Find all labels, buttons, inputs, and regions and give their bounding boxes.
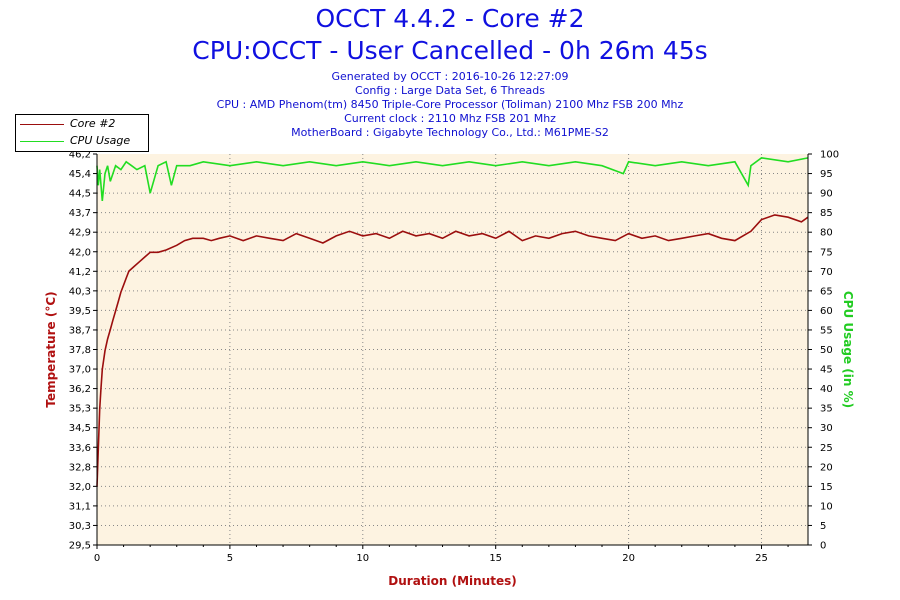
temperature-series: [96, 214, 809, 487]
y-right-tick-label: 25: [820, 443, 833, 454]
info-clock: Current clock : 2110 Mhz FSB 201 Mhz: [344, 112, 556, 125]
y-right-tick-label: 85: [820, 208, 833, 219]
x-tick-label: 15: [489, 553, 502, 564]
axes: [93, 153, 812, 549]
y-right-tick-label: 5: [820, 521, 826, 532]
y-right-tick-label: 65: [820, 286, 833, 297]
y-right-tick-label: 35: [820, 404, 833, 415]
y-left-tick-label: 32,8: [69, 462, 91, 473]
x-tick-label: 5: [227, 553, 233, 564]
y-left-tick-label: 35,3: [69, 404, 91, 415]
y-right-tick-label: 20: [820, 462, 833, 473]
y-right-tick-label: 60: [820, 306, 833, 317]
y-right-tick-label: 75: [820, 247, 833, 258]
y-left-tick-label: 46,2: [69, 150, 91, 161]
y-right-tick-label: 100: [820, 150, 839, 161]
y-left-tick-label: 37,0: [69, 365, 91, 376]
y-left-tick-label: 29,5: [69, 541, 91, 552]
y-left-tick-label: 43,7: [69, 208, 91, 219]
x-tick-label: 0: [94, 553, 100, 564]
x-axis-label: Duration (Minutes): [388, 574, 516, 588]
legend-label-core: Core #2: [70, 117, 116, 130]
y-left-tick-label: 36,2: [69, 384, 91, 395]
legend-item-cpu: CPU Usage: [16, 133, 148, 149]
y-right-tick-label: 70: [820, 267, 833, 278]
temperature-line: [96, 214, 809, 487]
y-left-tick-label: 40,3: [69, 286, 91, 297]
cpu-usage-series: [96, 157, 809, 201]
y-right-tick-label: 50: [820, 345, 833, 356]
info-generated: Generated by OCCT : 2016-10-26 12:27:09: [331, 70, 569, 83]
y-left-tick-label: 33,6: [69, 443, 91, 454]
tick-labels: 0 5 10 15 20 25 29,5 30,3 31,1 32,0 32,8 33,6 34,5 35…: [69, 150, 839, 565]
chart-title: OCCT 4.4.2 - Core #2: [315, 4, 585, 33]
x-tick-label: 20: [622, 553, 635, 564]
grid-lines: [97, 154, 808, 545]
legend: Core #2 CPU Usage: [15, 114, 149, 152]
y-left-tick-label: 32,0: [69, 482, 91, 493]
legend-item-core: Core #2: [16, 116, 148, 132]
y-right-tick-label: 0: [820, 541, 826, 552]
y-left-tick-label: 39,5: [69, 306, 91, 317]
x-tick-label: 10: [356, 553, 369, 564]
info-motherboard: MotherBoard : Gigabyte Technology Co., L…: [291, 126, 609, 139]
y-left-tick-label: 30,3: [69, 521, 91, 532]
y-right-tick-label: 80: [820, 228, 833, 239]
y-axis-label-right: CPU Usage (in %): [841, 291, 855, 408]
y-left-tick-label: 45,4: [69, 169, 91, 180]
y-right-tick-label: 55: [820, 325, 833, 336]
y-left-tick-label: 34,5: [69, 423, 91, 434]
y-left-tick-label: 41,2: [69, 267, 91, 278]
y-left-tick-label: 42,0: [69, 247, 91, 258]
y-axis-label-left: Temperature (°C): [44, 291, 58, 407]
x-tick-label: 25: [755, 553, 768, 564]
y-right-tick-label: 90: [820, 189, 833, 200]
info-config: Config : Large Data Set, 6 Threads: [355, 84, 545, 97]
y-right-tick-label: 40: [820, 384, 833, 395]
y-left-tick-label: 44,5: [69, 189, 91, 200]
info-cpu: CPU : AMD Phenom(tm) 8450 Triple-Core Pr…: [216, 98, 684, 111]
legend-swatch-cpu: [20, 141, 64, 142]
legend-swatch-core: [20, 124, 64, 125]
y-left-tick-label: 42,9: [69, 228, 91, 239]
legend-label-cpu: CPU Usage: [70, 134, 131, 147]
y-left-tick-label: 31,1: [69, 501, 91, 512]
y-right-tick-label: 95: [820, 169, 833, 180]
chart-subtitle: CPU:OCCT - User Cancelled - 0h 26m 45s: [192, 36, 708, 65]
y-left-tick-label: 37,8: [69, 345, 91, 356]
y-right-tick-label: 10: [820, 501, 833, 512]
y-right-tick-label: 15: [820, 482, 833, 493]
y-right-tick-label: 45: [820, 365, 833, 376]
cpu-usage-line: [96, 157, 809, 201]
y-left-tick-label: 38,7: [69, 325, 91, 336]
y-right-tick-label: 30: [820, 423, 833, 434]
